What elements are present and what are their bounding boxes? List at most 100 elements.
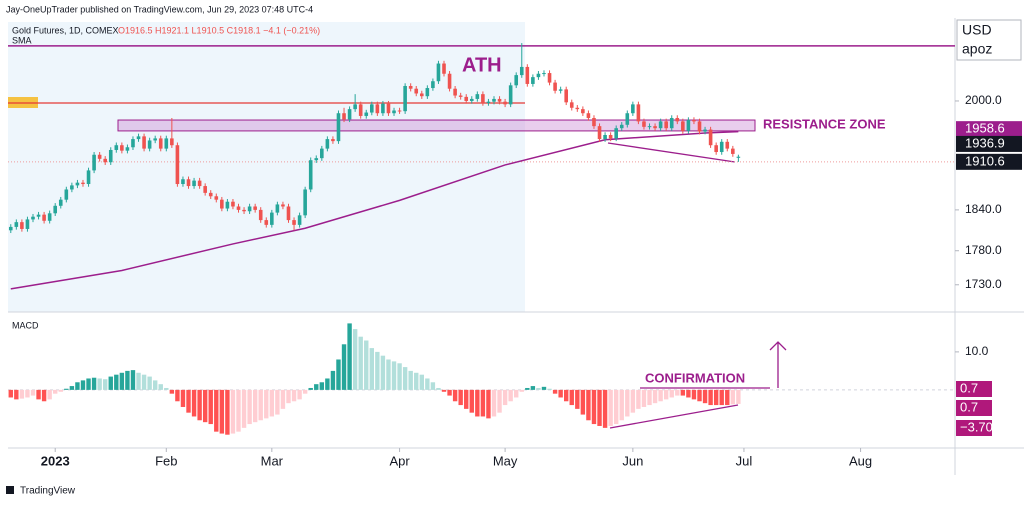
candle-body: [536, 73, 541, 78]
brand-logo: [6, 486, 14, 494]
macd-bar: [314, 384, 319, 390]
macd-bar: [158, 384, 163, 390]
candle-body: [497, 98, 502, 102]
macd-bar: [613, 389, 619, 425]
macd-bar: [575, 389, 580, 409]
macd-bar: [19, 389, 25, 399]
macd-bar: [441, 389, 447, 392]
resistance-text: RESISTANCE ZONE: [763, 116, 886, 131]
macd-bar: [430, 382, 436, 390]
macd-bar: [736, 389, 741, 404]
macd-bar: [247, 389, 252, 425]
macd-bar: [125, 370, 130, 390]
candle-body: [86, 170, 91, 185]
candle-body: [519, 66, 524, 76]
macd-bar: [64, 388, 69, 390]
candle-body: [353, 104, 357, 110]
price-label: 1910.6: [965, 153, 1005, 168]
candle-body: [697, 121, 702, 132]
candle-body: [325, 139, 330, 149]
macd-bar: [658, 389, 663, 402]
macd-bar: [497, 389, 502, 413]
symbol-title: Gold Futures, 1D, COMEX: [12, 25, 119, 35]
candle-body: [475, 94, 480, 99]
macd-label-box: [956, 420, 992, 436]
candle-body: [692, 120, 696, 122]
macd-bar: [475, 389, 480, 417]
macd-bar: [241, 389, 247, 428]
candle-body: [97, 154, 102, 159]
candle-body: [408, 85, 413, 89]
candle-body: [719, 141, 724, 153]
candle-body: [625, 113, 630, 125]
macd-bar: [580, 389, 586, 415]
resistance-zone: [117, 119, 756, 132]
candle-body: [386, 103, 391, 114]
candle-body: [36, 214, 41, 217]
candle-body: [247, 206, 252, 212]
macd-bar: [591, 389, 597, 425]
macd-bar: [291, 389, 297, 402]
candle-body: [64, 189, 69, 200]
candle-body: [197, 180, 202, 187]
candle-body: [381, 103, 385, 114]
candle-body: [425, 88, 430, 97]
price-label-box: [956, 121, 1022, 138]
macd-bar: [397, 363, 402, 390]
macd-bar: [730, 389, 736, 405]
x-tick-label: Feb: [155, 453, 177, 468]
brand-name: TradingView: [20, 486, 76, 497]
candle-body: [147, 140, 152, 149]
macd-bar: [425, 378, 430, 390]
candle-body: [664, 121, 668, 129]
candle-body: [236, 206, 241, 210]
macd-bar: [508, 389, 513, 402]
candle-body: [481, 94, 485, 104]
macd-bar: [347, 323, 352, 390]
candle-body: [447, 73, 452, 89]
candle-body: [508, 85, 513, 105]
macd-bar: [369, 348, 375, 390]
macd-bar: [175, 389, 180, 402]
macd-bar: [391, 361, 397, 390]
unit: apoz: [962, 41, 992, 57]
macd-bar: [708, 389, 713, 406]
candle-body: [647, 126, 652, 128]
macd-bar: [219, 389, 225, 434]
macd-bar: [452, 389, 458, 402]
macd-bar: [519, 389, 524, 392]
macd-bar: [625, 389, 630, 417]
candle-body: [158, 138, 163, 149]
macd-bar: [719, 389, 724, 406]
macd-bar: [75, 382, 80, 390]
macd-bar: [225, 389, 230, 435]
candle-body: [264, 220, 269, 225]
macd-bar: [697, 389, 702, 402]
macd-label-box: [956, 400, 992, 416]
macd-bar: [25, 389, 30, 398]
candle-body: [614, 128, 618, 139]
candle-body: [114, 145, 119, 150]
macd-bar: [275, 389, 280, 415]
macd-bar: [652, 389, 658, 404]
macd-bar: [408, 370, 413, 390]
candle-body: [375, 104, 380, 114]
macd-bar: [480, 389, 486, 417]
candle-body: [92, 154, 96, 171]
macd-bar: [541, 386, 547, 390]
macd-label: 0.7: [960, 399, 978, 414]
macd-bar: [208, 389, 213, 425]
macd-bar: [336, 359, 341, 390]
macd-bar: [102, 379, 108, 390]
candle-body: [453, 88, 457, 96]
candle-body: [192, 180, 196, 187]
candle-body: [558, 89, 563, 91]
macd-bar: [491, 389, 497, 417]
macd-bar: [302, 389, 308, 394]
macd-bar: [675, 389, 680, 396]
macd-bar: [414, 372, 419, 390]
macd-bar: [669, 389, 674, 398]
macd-bar: [80, 380, 86, 390]
candle-body: [486, 101, 491, 104]
candle-body: [419, 93, 424, 97]
